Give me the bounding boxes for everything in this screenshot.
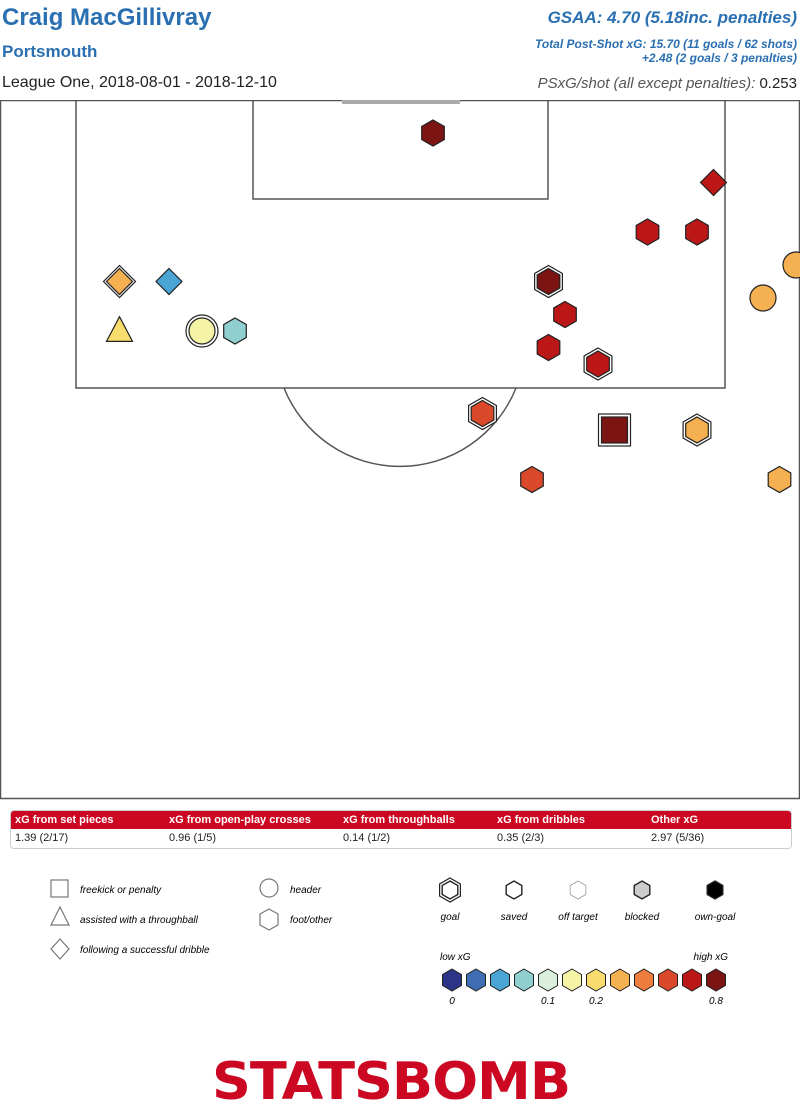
legend-throughball: assisted with a throughball <box>80 915 199 926</box>
table-header: xG from dribbles <box>497 814 585 826</box>
penalties-line: +2.48 (2 goals / 3 penalties) <box>642 51 797 65</box>
own-outcome-icon <box>707 881 723 899</box>
triangle-icon <box>51 907 69 925</box>
shot-marker <box>587 351 610 377</box>
psxg-per-shot-label: PSxG/shot (all except penalties): <box>538 75 756 92</box>
legend-low-xg: low xG <box>440 952 471 963</box>
gsaa-headline: GSAA: 4.70 (5.18inc. penalties) <box>548 8 797 28</box>
table-header: Other xG <box>651 814 698 826</box>
psxg-per-shot-value: 0.253 <box>759 75 797 92</box>
off-outcome-icon <box>570 881 586 899</box>
diamond-icon <box>51 939 69 959</box>
shot-marker <box>189 318 215 344</box>
outcome-icons <box>440 878 723 902</box>
legend-header: header <box>290 885 322 896</box>
shot-marker <box>422 120 445 146</box>
scale-swatch <box>539 969 558 991</box>
team-name: Portsmouth <box>2 42 97 62</box>
table-value-row: 1.39 (2/17) 0.96 (1/5) 0.14 (1/2) 0.35 (… <box>11 829 791 848</box>
legend-off-target: off target <box>558 912 599 923</box>
statsbomb-logo: STATSBOMB <box>212 1052 570 1112</box>
legend: freekick or penalty assisted with a thro… <box>0 870 800 1020</box>
legend-saved: saved <box>501 912 528 923</box>
scale-swatch <box>635 969 654 991</box>
player-name: Craig MacGillivray <box>2 4 211 32</box>
shot-marker <box>224 318 247 344</box>
circle-icon <box>260 879 278 897</box>
legend-goal: goal <box>441 912 461 923</box>
scale-swatch <box>707 969 726 991</box>
table-cell: 0.35 (2/3) <box>497 832 544 844</box>
table-header: xG from open-play crosses <box>169 814 311 826</box>
legend-blocked: blocked <box>625 912 660 923</box>
legend-high-xg: high xG <box>694 952 729 963</box>
goal-outcome-icon <box>442 881 458 899</box>
scale-swatch <box>683 969 702 991</box>
total-psxg-line: Total Post-Shot xG: 15.70 (11 goals / 62… <box>535 37 797 51</box>
shot-map-pitch <box>0 100 800 800</box>
legend-own-goal: own-goal <box>695 912 736 923</box>
square-icon <box>51 880 68 897</box>
saved-outcome-icon <box>506 881 522 899</box>
scale-swatch <box>491 969 510 991</box>
xg-color-scale <box>443 969 726 991</box>
hexagon-icon <box>260 909 278 930</box>
psxg-per-shot: PSxG/shot (all except penalties): 0.253 <box>538 75 797 92</box>
legend-dribble: following a successful dribble <box>80 945 210 956</box>
table-cell: 0.14 (1/2) <box>343 832 390 844</box>
blocked-outcome-icon <box>634 881 650 899</box>
shot-marker <box>521 467 544 493</box>
shot-marker <box>768 467 791 493</box>
xg-breakdown-table: xG from set pieces xG from open-play cro… <box>10 810 792 849</box>
scale-swatch <box>443 969 462 991</box>
shot-marker <box>686 219 709 245</box>
shot-marker <box>686 417 709 443</box>
shot-marker <box>554 302 577 328</box>
table-cell: 2.97 (5/36) <box>651 832 704 844</box>
scale-swatch <box>467 969 486 991</box>
scale-swatch <box>659 969 678 991</box>
shot-marker <box>636 219 659 245</box>
competition-dates: League One, 2018-08-01 - 2018-12-10 <box>2 74 277 92</box>
shot-marker <box>537 335 560 361</box>
pitch-outline <box>1 101 800 799</box>
table-header: xG from set pieces <box>15 814 113 826</box>
scale-swatch <box>563 969 582 991</box>
scale-label: 0.8 <box>709 996 723 1007</box>
scale-label: 0 <box>449 996 455 1007</box>
scale-label: 0.1 <box>541 996 555 1007</box>
scale-swatch <box>611 969 630 991</box>
shot-marker <box>471 401 494 427</box>
table-header-row: xG from set pieces xG from open-play cro… <box>11 811 791 829</box>
shot-marker <box>750 285 776 311</box>
legend-foot: foot/other <box>290 915 333 926</box>
legend-freekick: freekick or penalty <box>80 885 162 896</box>
scale-label: 0.2 <box>589 996 603 1007</box>
shot-marker <box>537 269 560 295</box>
scale-swatch <box>515 969 534 991</box>
shot-marker <box>602 417 628 443</box>
scale-swatch <box>587 969 606 991</box>
table-cell: 1.39 (2/17) <box>15 832 68 844</box>
table-header: xG from throughballs <box>343 814 455 826</box>
table-cell: 0.96 (1/5) <box>169 832 216 844</box>
